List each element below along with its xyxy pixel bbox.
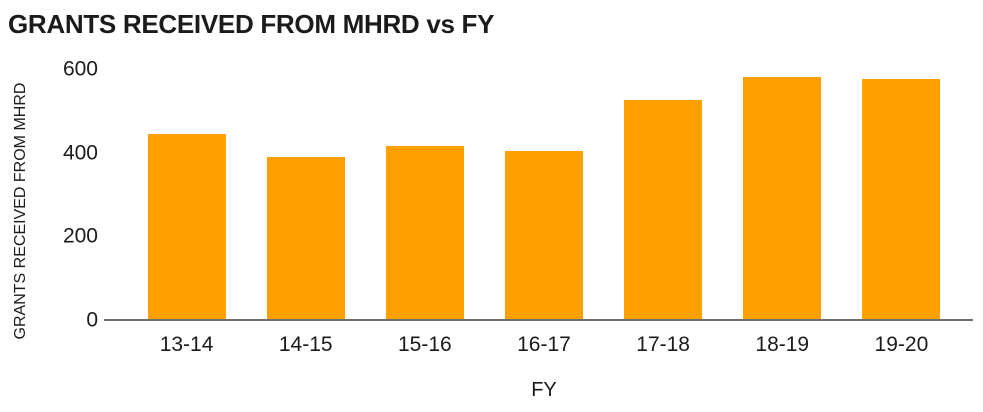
x-axis-labels: 13-14 14-15 15-16 16-17 17-18 18-19 19-20	[127, 332, 961, 358]
bar-slot	[604, 69, 723, 320]
bar-16-17[interactable]	[504, 150, 583, 320]
x-tick-label: 15-16	[397, 333, 452, 356]
x-tick-label: 19-20	[874, 333, 929, 356]
x-tick-label: 13-14	[159, 333, 214, 356]
x-tick-label: 18-19	[755, 333, 810, 356]
y-tick-label: 200	[62, 224, 98, 248]
x-axis-line	[104, 319, 973, 321]
bar-15-16[interactable]	[385, 146, 464, 320]
bar-slot	[365, 69, 484, 320]
bar-18-19[interactable]	[743, 77, 822, 320]
bar-slot	[723, 69, 842, 320]
bar-17-18[interactable]	[624, 100, 703, 320]
chart-title: GRANTS RECEIVED FROM MHRD vs FY	[8, 9, 495, 39]
plot-area	[127, 69, 961, 320]
bar-19-20[interactable]	[862, 79, 941, 320]
x-tick-label: 16-17	[517, 333, 571, 356]
x-tick-label: 14-15	[278, 333, 333, 356]
y-tick-label: 600	[62, 57, 98, 81]
bar-13-14[interactable]	[147, 133, 226, 320]
y-axis-ticks: 0 200 400 600	[0, 59, 98, 331]
y-tick-label: 0	[86, 308, 98, 332]
bar-slot	[246, 69, 365, 320]
bar-slot	[484, 69, 603, 320]
bar-slot	[127, 69, 246, 320]
y-tick-label: 400	[62, 141, 98, 165]
x-axis-title: FY	[531, 379, 557, 401]
bar-14-15[interactable]	[266, 156, 345, 320]
x-tick-label: 17-18	[636, 333, 690, 356]
bar-slot	[842, 69, 961, 320]
